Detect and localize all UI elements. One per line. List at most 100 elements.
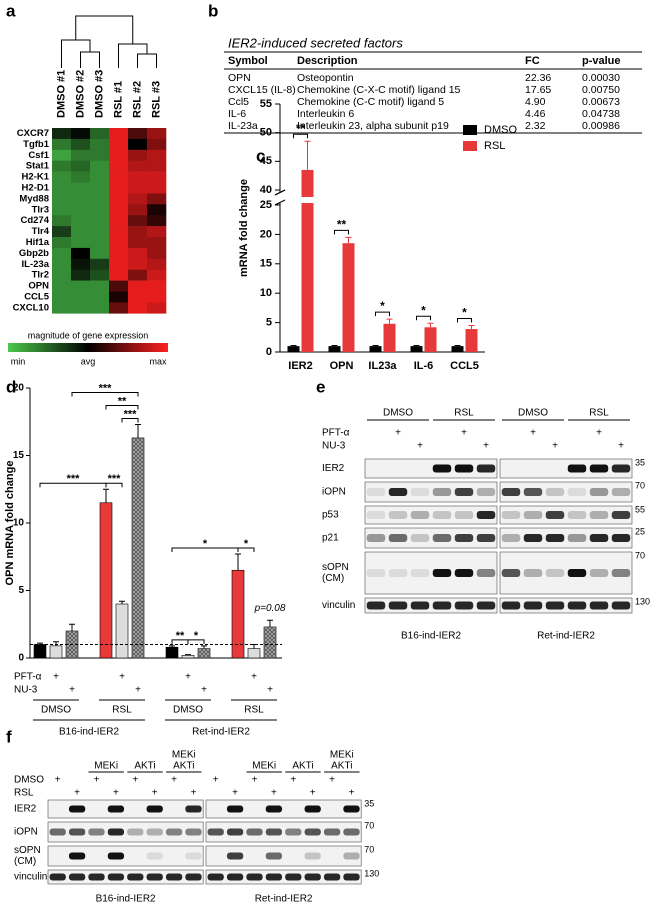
- heatmap-cell: [147, 128, 167, 140]
- heatmap-cell: [90, 258, 110, 270]
- blot-band: [589, 534, 609, 542]
- treatment-mark: +: [530, 428, 536, 439]
- significance-label: *: [244, 538, 249, 550]
- significance-bracket: [334, 229, 349, 235]
- blot-band: [454, 488, 474, 496]
- column-label: DMSO #2: [74, 70, 86, 118]
- blot-membrane: [499, 505, 633, 525]
- blot-band: [567, 569, 587, 577]
- treatment-mark: +: [290, 775, 296, 786]
- column-label: RSL #1: [112, 81, 124, 118]
- blot-band: [366, 569, 386, 577]
- hatch-overlay: [264, 626, 276, 658]
- blot-band: [523, 488, 543, 496]
- blot-band: [388, 569, 408, 577]
- condition-label: DMSO: [173, 705, 203, 716]
- table-header: Description: [297, 55, 358, 67]
- mw-marker: 35: [364, 798, 374, 808]
- inhibitor-label: AKTi: [134, 761, 155, 772]
- protein-label: sOPN: [322, 562, 349, 573]
- table-cell: 17.65: [525, 84, 551, 96]
- panel-label: b: [208, 1, 218, 20]
- heatmap-cell: [147, 280, 167, 292]
- heatmap-cell: [109, 226, 129, 238]
- heatmap-cell: [90, 204, 110, 216]
- protein-label: p21: [322, 533, 339, 544]
- protein-label: IER2: [14, 804, 37, 815]
- y-tick-label: 0: [18, 653, 24, 664]
- legend-label: DMSO: [484, 124, 517, 136]
- heatmap-cell: [109, 302, 129, 314]
- error-bar: [53, 641, 59, 646]
- table-cell: CXCL15 (IL-8): [228, 84, 296, 96]
- colorbar-title: magnitude of gene expression: [28, 330, 149, 340]
- treatment-mark: +: [552, 441, 558, 452]
- heatmap-cell: [71, 247, 91, 260]
- blot-band: [476, 511, 496, 519]
- blot-band: [476, 601, 496, 610]
- blot-band: [226, 852, 244, 860]
- heatmap-cell: [128, 247, 148, 260]
- blot-band: [246, 828, 263, 836]
- blot-band: [611, 534, 631, 542]
- heatmap-cell: [109, 138, 129, 151]
- blot-band: [49, 828, 66, 836]
- blot-band: [68, 805, 86, 813]
- blot-band: [545, 569, 565, 577]
- significance-label: ***: [67, 473, 81, 485]
- inhibitor-label: AKTi: [292, 761, 313, 772]
- heatmap-cell: [109, 215, 129, 227]
- heatmap-cell: [147, 291, 167, 303]
- heatmap-cell: [109, 280, 129, 292]
- blot-band: [589, 464, 609, 473]
- blot-band: [567, 534, 587, 542]
- row-label: CCL5: [24, 291, 50, 302]
- blot-band: [388, 511, 408, 519]
- significance-label: **: [118, 395, 127, 407]
- heatmap-cell: [147, 247, 167, 260]
- inhibitor-label: MEKi: [94, 761, 118, 772]
- treatment-mark: +: [152, 788, 158, 799]
- protein-label: IER2: [322, 463, 345, 474]
- heatmap-cell: [52, 302, 72, 314]
- heatmap-cell: [71, 215, 91, 227]
- protein-label: p53: [322, 510, 339, 521]
- blot-band: [107, 828, 125, 836]
- treatment-mark: +: [55, 775, 61, 786]
- heatmap-cell: [147, 258, 167, 270]
- blot-band: [454, 464, 474, 473]
- row-label: CXCL10: [13, 302, 49, 313]
- significance-bracket: [293, 133, 308, 139]
- significance-label: *: [462, 306, 467, 320]
- heatmap-cell: [128, 280, 148, 292]
- blot-band: [107, 805, 125, 813]
- table-header: p-value: [582, 55, 621, 67]
- significance-bracket: [105, 404, 139, 410]
- blot-band: [476, 534, 496, 542]
- blot-band: [501, 488, 521, 496]
- heatmap-cell: [71, 226, 91, 238]
- blot-band: [567, 601, 587, 610]
- blot-band: [611, 464, 631, 473]
- treatment-mark: +: [53, 672, 59, 683]
- blot-band: [146, 805, 163, 813]
- blot-band: [476, 464, 496, 473]
- bar: [369, 346, 382, 352]
- table-header: FC: [525, 55, 540, 67]
- error-bar: [235, 553, 241, 571]
- blot-band: [146, 873, 163, 881]
- blot-band: [388, 534, 408, 542]
- error-bar: [331, 345, 338, 347]
- bar: [342, 243, 355, 352]
- dendrogram: [61, 15, 157, 68]
- treatment-mark: +: [132, 775, 138, 786]
- table-cell: Interleukin 23, alpha subunit p19: [297, 120, 449, 132]
- row-label: CXCR7: [17, 128, 49, 139]
- blot-band: [589, 569, 609, 577]
- treatment-mark: +: [395, 428, 401, 439]
- inhibitor-label: AKTi: [173, 761, 194, 772]
- y-tick-label: 25: [260, 199, 272, 211]
- y-tick-label: 20: [260, 228, 272, 240]
- row-label: Cd274: [20, 215, 49, 226]
- break-gap: [278, 197, 483, 203]
